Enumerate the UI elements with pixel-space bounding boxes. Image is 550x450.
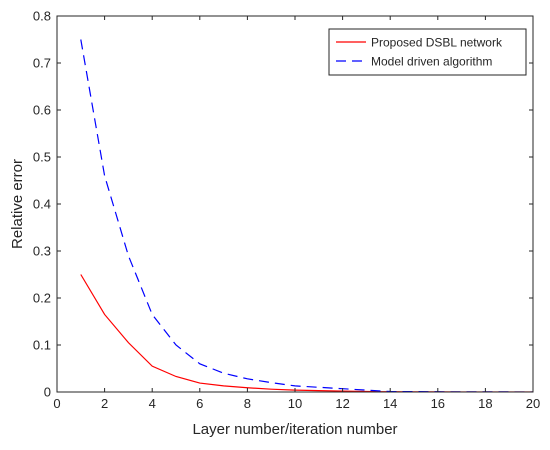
x-tick-label: 6: [196, 396, 203, 411]
y-tick-label: 0.3: [33, 244, 51, 259]
y-tick-label: 0.4: [33, 197, 51, 212]
y-tick-label: 0.1: [33, 338, 51, 353]
x-tick-label: 0: [53, 396, 60, 411]
y-tick-label: 0.6: [33, 103, 51, 118]
y-tick-label: 0.7: [33, 56, 51, 71]
y-tick-label: 0.8: [33, 9, 51, 24]
y-axis-label: Relative error: [9, 159, 26, 249]
x-tick-label: 18: [478, 396, 492, 411]
x-tick-label: 12: [335, 396, 349, 411]
x-tick-label: 14: [383, 396, 397, 411]
legend: Proposed DSBL network Model driven algori…: [328, 28, 527, 76]
y-tick-label: 0: [44, 385, 51, 400]
x-tick-label: 16: [431, 396, 445, 411]
x-tick-label: 8: [244, 396, 251, 411]
ticks-layer: 0 2 4 6 8 10 12 14 16 18 20 0 0.1 0.2 0.3 0.4 0.5 0.6 0.7 0…: [33, 9, 540, 412]
x-tick-label: 4: [149, 396, 156, 411]
legend-box: [328, 28, 527, 76]
x-tick-label: 10: [288, 396, 302, 411]
x-tick-label: 20: [526, 396, 540, 411]
plot-background: [57, 16, 533, 392]
legend-label-1: Proposed DSBL network: [371, 36, 503, 50]
legend-label-2: Model driven algorithm: [371, 55, 492, 69]
x-axis-label: Layer number/iteration number: [192, 421, 397, 438]
x-tick-label: 2: [101, 396, 108, 411]
y-tick-label: 0.2: [33, 291, 51, 306]
y-tick-label: 0.5: [33, 150, 51, 165]
